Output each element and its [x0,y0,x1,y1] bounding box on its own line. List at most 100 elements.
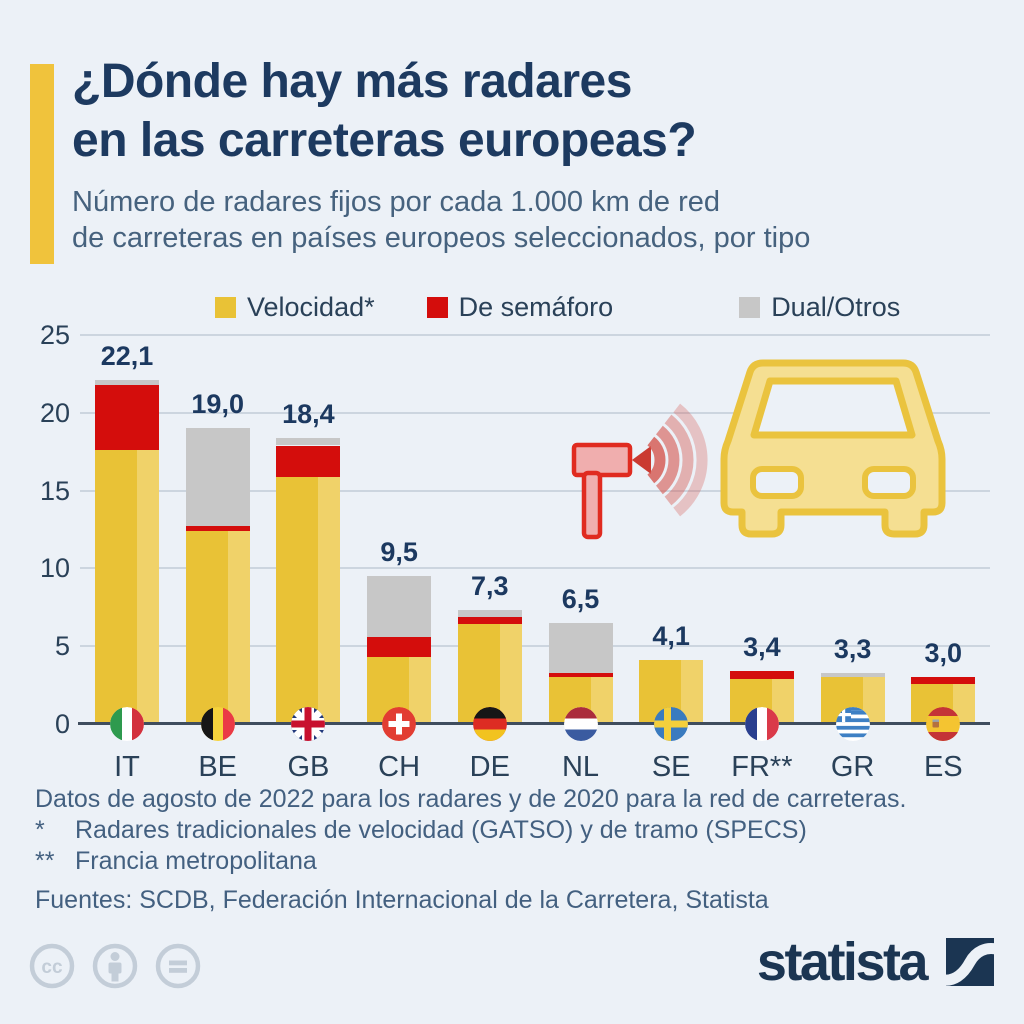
gridline [80,334,990,336]
bar-segment-be-0 [185,531,250,724]
bar-value-label: 6,5 [561,583,600,614]
no-derivatives-icon[interactable] [154,942,202,990]
legend-swatch [739,296,761,318]
statista-wordmark: statista [756,932,929,992]
x-axis-category-label: GR [830,751,875,783]
flag-gb-icon [291,707,326,741]
page-title-line2: en las carreteras europeas? [72,114,697,167]
svg-text:cc: cc [41,957,63,978]
legend-item: Dual/Otros [739,292,900,323]
x-axis-category-label: GB [287,751,330,783]
bar-value-label: 19,0 [191,389,244,420]
bar-segment-de-1 [457,616,522,625]
legend-label: Velocidad* [247,291,375,322]
gridline [80,411,990,414]
y-axis-tick-label: 5 [54,631,70,662]
footnote-marker: ** [35,847,55,875]
bar-segment-it-1 [95,384,159,451]
gridline [80,489,990,492]
flag-gr-icon [835,707,870,741]
car-windshield [750,377,916,439]
footnote-asterisk: * Radares tradicionales de velocidad (GAT… [35,815,995,846]
page-title: ¿Dónde hay más radares en las carreteras … [72,52,697,170]
bar-segment-it-0 [95,450,159,724]
footnote-text: Radares tradicionales de velocidad (GATS… [75,816,807,844]
footnote-double-asterisk: ** Francia metropolitana [35,846,995,877]
bar-segment-gb-2 [276,437,341,446]
flag-se-icon [654,707,689,741]
flag-ch-icon [382,707,417,741]
x-axis-category-label: IT [114,751,140,783]
car-headlight-right [862,466,916,499]
bar-value-label: 7,3 [471,571,509,602]
bar-segment-it-2 [95,380,159,385]
y-axis-tick-label: 25 [39,320,70,350]
bar-value-label: 9,5 [380,537,418,568]
x-axis-category-label: NL [561,751,600,783]
legend-swatch [215,296,236,318]
bar-segment-be-1 [185,525,250,532]
bar-segment-gr-2 [820,672,885,677]
bar-segment-nl-2 [548,622,613,674]
legend-label: De semáforo [458,291,614,322]
bar-segment-ch-2 [367,576,432,637]
cc-icon[interactable]: cc [28,942,76,990]
subtitle-line2: de carreteras en países europeos selecci… [72,222,811,254]
data-note: Datos de agosto de 2022 para los radares… [35,785,907,813]
x-axis-category-label: CH [378,751,421,783]
bar-segment-ch-1 [367,636,432,658]
flag-fr-icon [744,707,779,741]
bar-segment-nl-1 [548,673,613,678]
gridline [80,567,990,570]
chart-legend: Velocidad* De semáforo Dual/Otros [215,292,900,322]
page-title-line1: ¿Dónde hay más radares [72,55,632,108]
bar-segment-gb-0 [276,476,341,724]
speed-camera [571,442,651,540]
subtitle-line1: Número de radares fijos por cada 1.000 k… [72,186,721,218]
bar-value-label: 3,0 [924,638,963,669]
radar-waves-icon [647,403,708,517]
bar-value-label: 22,1 [100,341,154,372]
statista-logo-icon [938,938,994,986]
bar-segment-es-1 [911,677,976,684]
footnote-text: Francia metropolitana [75,847,317,875]
statista-logo[interactable]: statista [756,932,994,992]
legend-label: Dual/Otros [771,291,901,322]
bar-value-label: 4,1 [652,621,690,652]
x-axis-category-label: FR** [731,751,793,783]
x-axis-category-label: SE [651,751,691,783]
bar-segment-be-2 [185,428,250,526]
legend-swatch [426,296,448,318]
y-axis-tick-label: 10 [39,553,70,584]
bar-segment-fr-1 [729,671,794,679]
flag-es-icon [926,707,961,741]
bar-segment-gb-1 [276,445,341,477]
bar-value-label: 3,3 [833,633,872,664]
gridline [80,645,990,648]
x-axis-category-label: BE [198,751,238,783]
footnotes: Datos de agosto de 2022 para los radares… [35,784,995,916]
title-accent-bar [30,64,54,264]
x-axis-line [78,722,990,725]
x-axis-category-label: ES [923,751,963,783]
stacked-bar-chart: 0 5 10 15 20 25 22,1 IT 19,0 BE 18,4 GB 9,5 CH 7,3 DE 6,… [40,322,990,783]
flag-it-icon [110,707,144,741]
y-axis-tick-label: 0 [54,709,70,739]
bar-value-label: 18,4 [282,398,335,429]
x-axis-category-label: DE [469,751,510,783]
legend-item: Velocidad* [215,292,375,323]
sources-line: Fuentes: SCDB, Federación Internacional … [35,886,769,914]
y-axis-tick-label: 20 [39,397,70,428]
speed-camera-car-illustration [571,359,946,540]
flag-nl-icon [563,707,598,741]
car-headlight-left [750,466,804,499]
flag-be-icon [200,707,235,741]
bar-value-label: 3,4 [743,632,781,663]
footnote-marker: * [35,816,45,844]
license-icons: cc [28,942,202,990]
bar-segment-de-2 [457,610,522,617]
subtitle: Número de radares fijos por cada 1.000 k… [72,184,810,256]
y-axis-tick-label: 15 [39,475,70,506]
attribution-icon[interactable] [91,942,139,990]
flag-de-icon [472,707,507,741]
